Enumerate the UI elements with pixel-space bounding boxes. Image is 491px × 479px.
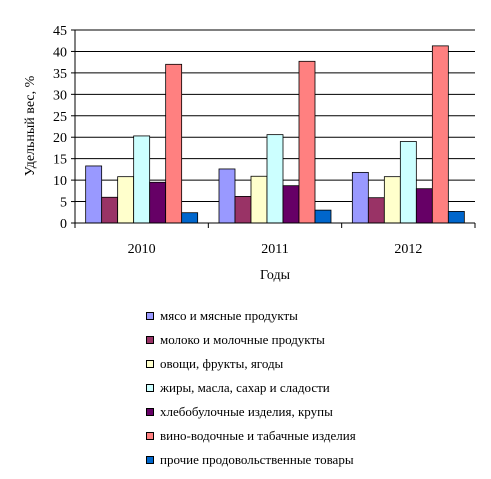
y-tick-label: 0 <box>60 217 67 232</box>
bar <box>367 197 385 224</box>
y-tick-label: 35 <box>53 67 67 82</box>
bar <box>133 135 151 224</box>
legend-item: хлебобулочные изделия, крупы <box>146 404 333 420</box>
x-ticks: 2010 2011 2012 <box>74 223 476 257</box>
legend-label: вино-водочные и табачные изделия <box>160 428 356 443</box>
legend-item: прочие продовольственные товары <box>146 452 354 468</box>
bar <box>314 209 332 224</box>
y-tick-label: 20 <box>53 131 67 146</box>
bar <box>85 165 103 224</box>
x-tick-label: 2011 <box>261 242 288 257</box>
legend-label: молоко и молочные продукты <box>160 332 325 347</box>
legend-item: мясо и мясные продукты <box>146 308 298 324</box>
y-axis-title: Удельный вес, % <box>23 75 38 176</box>
x-tick-label: 2010 <box>128 242 156 257</box>
axes <box>74 30 475 224</box>
legend-swatch <box>146 456 154 464</box>
legend-swatch <box>146 360 154 368</box>
bar <box>165 63 183 224</box>
legend-label: овощи, фрукты, ягоды <box>160 356 284 371</box>
bar <box>101 196 119 224</box>
bar <box>234 196 252 224</box>
bar <box>298 60 316 224</box>
bar <box>399 141 417 224</box>
bar <box>431 45 449 224</box>
bar <box>149 181 167 224</box>
legend-swatch <box>146 408 154 416</box>
legend-label: хлебобулочные изделия, крупы <box>160 404 333 419</box>
legend-swatch <box>146 312 154 320</box>
x-tick-label: 2012 <box>394 242 422 257</box>
bar <box>383 176 401 224</box>
legend-item: овощи, фрукты, ягоды <box>146 356 283 372</box>
y-tick-label: 25 <box>53 110 67 125</box>
x-axis-title: Годы <box>260 268 291 283</box>
y-tick-label: 10 <box>53 174 67 189</box>
bar <box>415 188 433 224</box>
bar <box>181 212 199 224</box>
legend-swatch <box>146 384 154 392</box>
bar <box>282 185 300 224</box>
y-ticks: 0 5 10 15 20 25 30 35 40 45 <box>53 24 75 232</box>
legend-swatch <box>146 432 154 440</box>
y-tick-label: 40 <box>53 45 67 60</box>
legend-swatch <box>146 336 154 344</box>
bar <box>218 168 236 224</box>
legend-label: мясо и мясные продукты <box>160 308 298 323</box>
bar <box>351 171 369 224</box>
legend-item: жиры, масла, сахар и сладости <box>146 380 330 396</box>
bar <box>250 175 268 224</box>
bars <box>85 45 465 224</box>
y-tick-label: 30 <box>53 88 67 103</box>
bar <box>266 134 284 224</box>
legend-label: прочие продовольственные товары <box>160 452 354 467</box>
y-tick-label: 5 <box>60 196 67 211</box>
legend-item: вино-водочные и табачные изделия <box>146 428 356 444</box>
legend-label: жиры, масла, сахар и сладости <box>160 380 330 395</box>
bar <box>447 211 465 224</box>
legend-item: молоко и молочные продукты <box>146 332 325 348</box>
bar <box>117 176 135 224</box>
y-tick-label: 45 <box>53 24 67 39</box>
y-tick-label: 15 <box>53 153 67 168</box>
